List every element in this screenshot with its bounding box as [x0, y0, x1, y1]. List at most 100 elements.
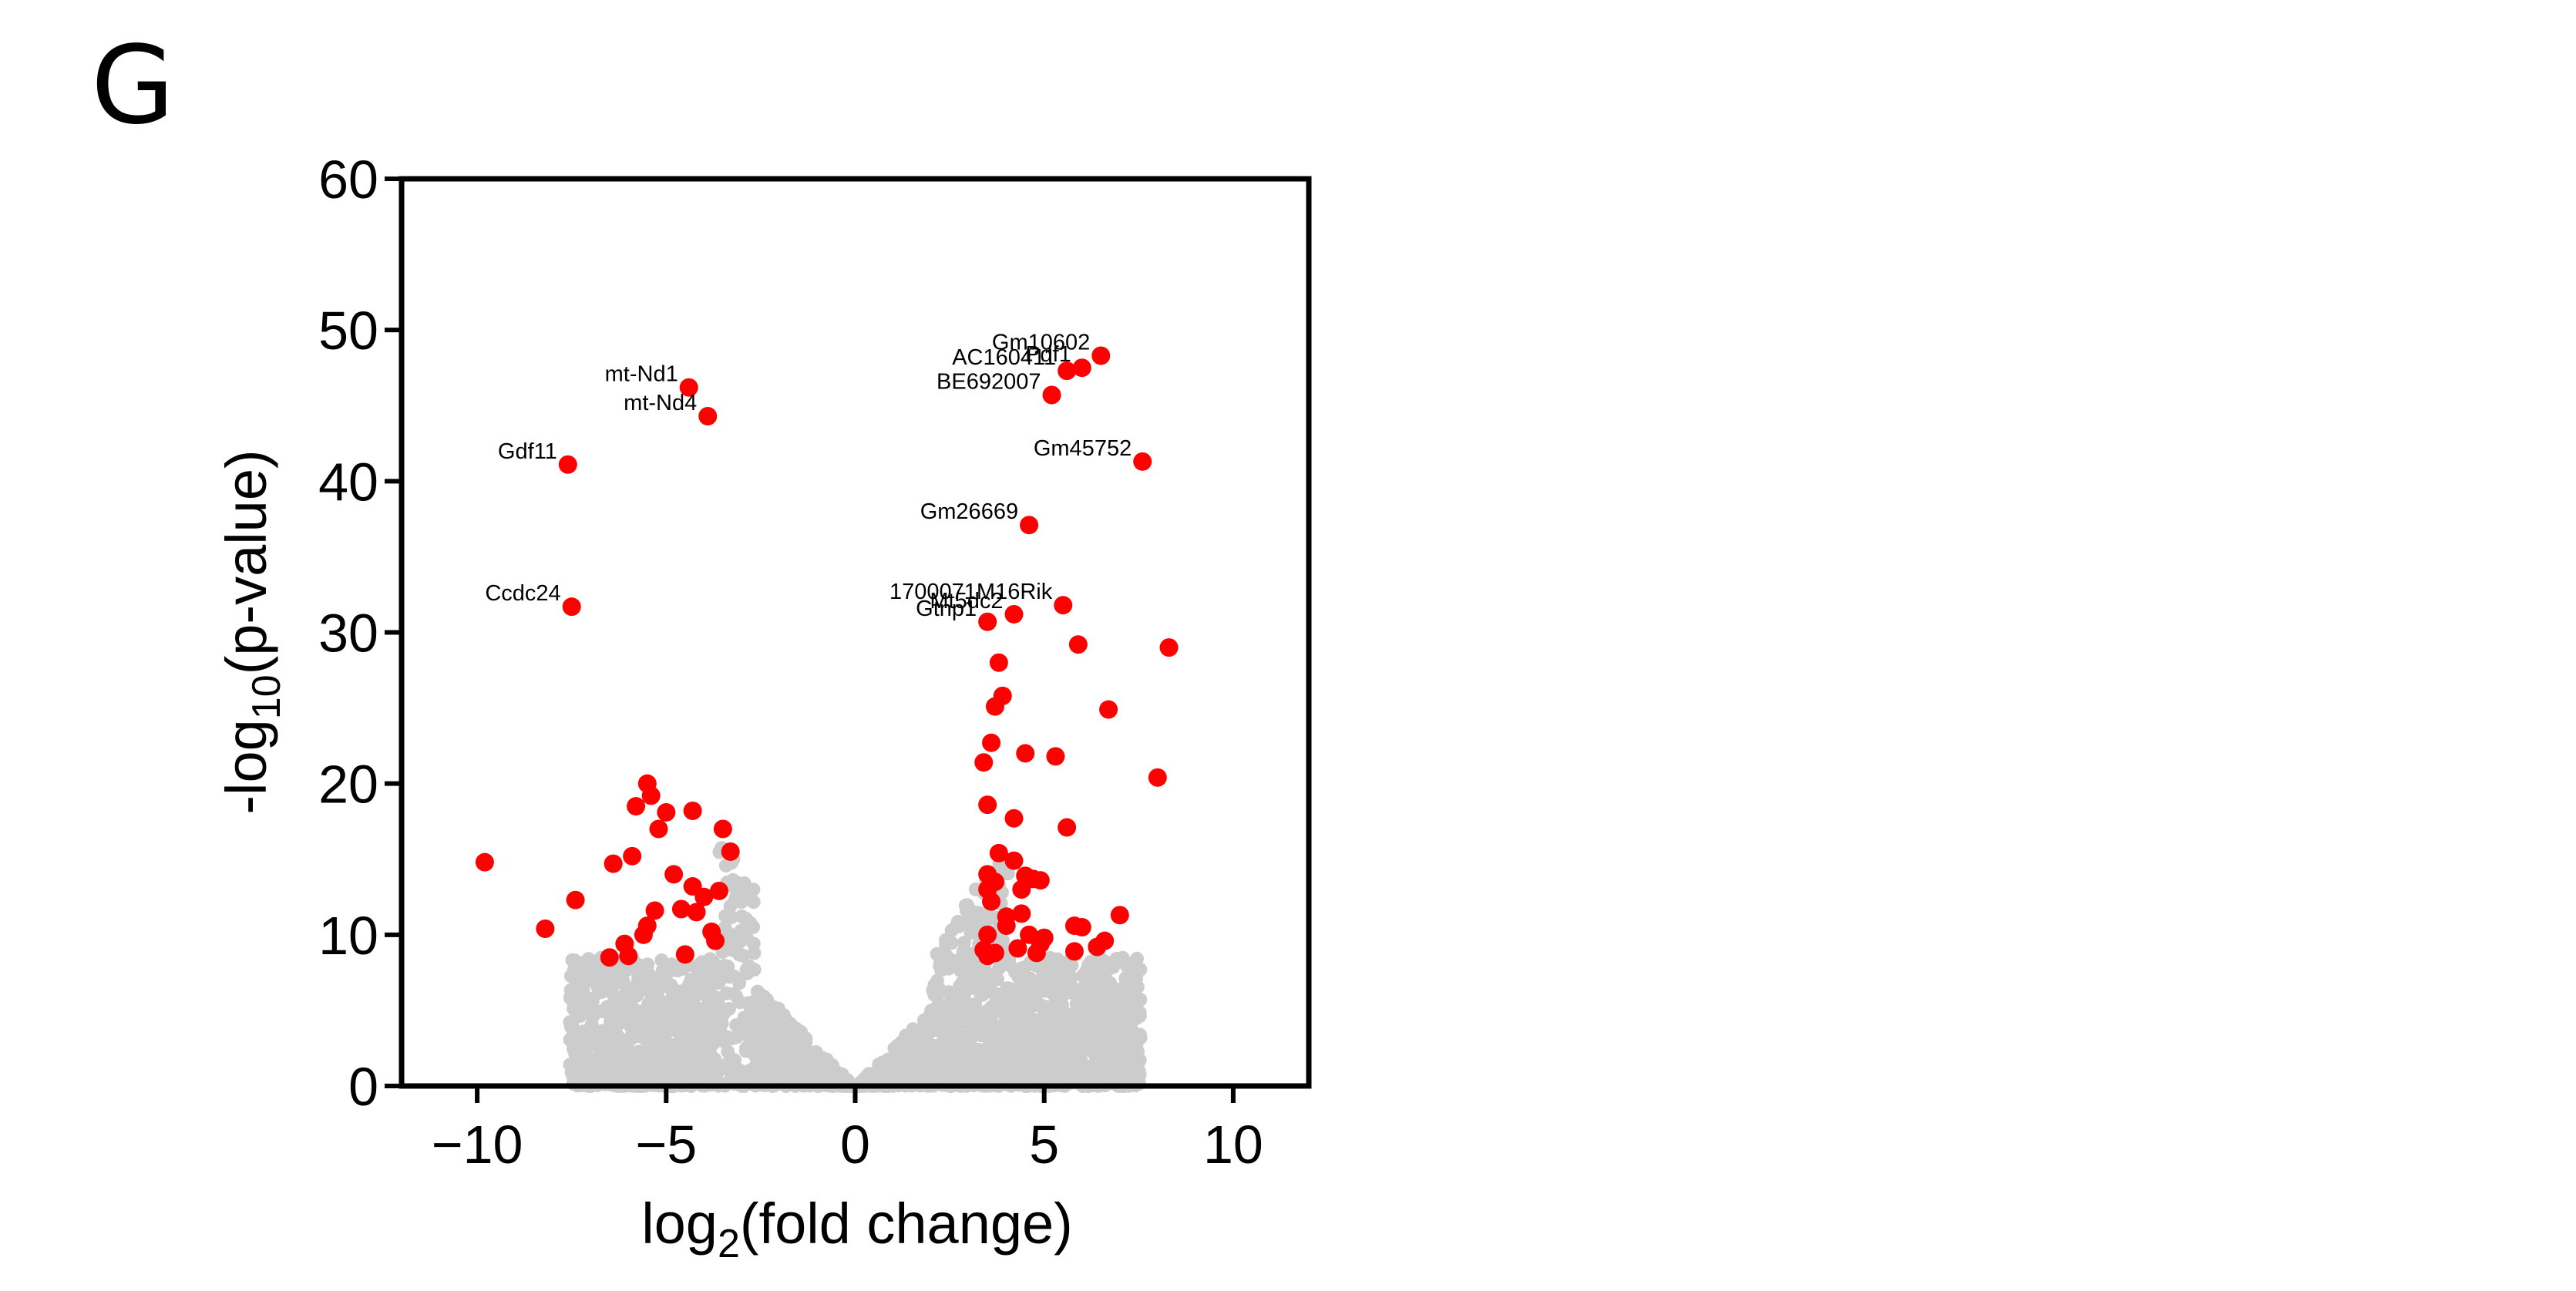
gene-labels: mt-Nd1 mt-Nd4 Gdf11 Ccdc24 Gm10602Pdf1AC1604…	[485, 331, 1132, 621]
significant-point	[679, 378, 698, 397]
significant-point	[649, 819, 668, 839]
significant-point	[1016, 744, 1035, 763]
significant-point	[657, 802, 676, 822]
gene-label: Gdf11	[498, 439, 557, 464]
x-tick-label: −10	[432, 1114, 523, 1175]
gene-label: Gm26669	[920, 499, 1018, 524]
significant-point	[1072, 918, 1091, 937]
significant-point	[709, 881, 728, 900]
gene-label: 1700071M16Rik	[889, 580, 1053, 604]
significant-point	[645, 901, 664, 920]
significant-point	[1064, 942, 1084, 961]
gene-label: Gm45752	[1034, 436, 1132, 461]
significant-point	[978, 612, 997, 631]
plot-frame	[399, 176, 1312, 1089]
significant-point	[1004, 604, 1024, 624]
significant-point	[664, 865, 684, 884]
gene-label: mt-Nd1	[605, 362, 678, 387]
significant-point	[1095, 931, 1115, 950]
panel-letter: G	[91, 23, 175, 149]
significant-point	[982, 733, 1001, 752]
x-tick-label: 0	[840, 1114, 870, 1175]
y-tick-label: 0	[348, 1057, 378, 1117]
y-tick-label: 50	[318, 301, 378, 361]
x-tick-label: −5	[635, 1114, 697, 1175]
significant-point	[1058, 361, 1077, 381]
gene-label: Mt5dc2	[930, 589, 1003, 614]
gene-label: Pdf1	[1025, 342, 1071, 367]
significant-point	[1004, 851, 1024, 870]
x-axis: −10 −5 0 5 10	[432, 1086, 1263, 1175]
gene-label: BE692007	[937, 370, 1041, 395]
significant-point	[713, 819, 732, 839]
gene-label: Ccdc24	[485, 581, 560, 606]
significant-point	[1008, 939, 1027, 958]
significant-point	[1020, 516, 1039, 535]
y-tick-label: 30	[318, 603, 378, 664]
x-tick-label: 10	[1203, 1114, 1263, 1175]
significant-point	[1148, 768, 1167, 787]
significant-point	[1046, 747, 1065, 766]
significant-point	[637, 916, 657, 936]
significant-point	[997, 916, 1016, 936]
significant-point	[604, 854, 623, 873]
significant-point	[1133, 452, 1152, 471]
significant-point	[1159, 638, 1179, 657]
x-tick-label: 5	[1029, 1114, 1059, 1175]
significant-point	[721, 842, 740, 861]
significant-point	[558, 455, 577, 474]
significant-point	[1099, 700, 1118, 719]
y-axis: 0 10 20 30 40 50 60	[318, 150, 402, 1117]
significant-point	[978, 795, 997, 815]
significant-point	[978, 925, 997, 944]
significant-point	[1068, 635, 1088, 654]
significant-point	[641, 786, 661, 805]
x-axis-title: log2(fold change)	[641, 1192, 1073, 1266]
y-tick-label: 60	[318, 150, 378, 210]
significant-point	[675, 945, 694, 964]
y-tick-label: 40	[318, 452, 378, 512]
gene-label: AC160411	[952, 345, 1056, 370]
significant-point	[687, 903, 706, 922]
non-significant-points	[563, 841, 1148, 1093]
significant-point	[627, 797, 646, 816]
y-axis-title: -log10(p-value)	[214, 449, 289, 814]
significant-point	[683, 801, 702, 820]
gene-label: Gtnp1	[916, 597, 977, 621]
significant-point	[974, 753, 994, 772]
significant-point	[566, 890, 585, 909]
significant-point	[1110, 906, 1129, 925]
significant-point	[989, 653, 1008, 672]
significant-point	[993, 686, 1012, 705]
significant-point	[623, 846, 642, 866]
gene-label: mt-Nd4	[624, 391, 697, 415]
significant-point	[982, 892, 1001, 911]
significant-point	[1034, 928, 1054, 947]
significant-point	[1058, 818, 1077, 837]
significant-point	[1054, 596, 1073, 615]
significant-point	[1012, 904, 1031, 923]
significant-point	[562, 597, 581, 617]
gene-label: Gm10602	[992, 331, 1090, 355]
significant-point	[694, 887, 714, 906]
significant-point	[706, 931, 725, 950]
significant-point	[1072, 358, 1091, 378]
significant-point	[1042, 385, 1061, 405]
significant-point	[985, 872, 1004, 892]
significant-point	[1031, 871, 1050, 890]
significant-point	[475, 852, 494, 872]
significant-point	[600, 948, 619, 967]
y-tick-label: 10	[318, 906, 378, 966]
significant-point	[1004, 809, 1024, 828]
y-tick-label: 20	[318, 755, 378, 815]
significant-point	[536, 919, 555, 938]
significant-point	[985, 943, 1004, 963]
significant-points	[475, 346, 1179, 967]
background-point-cloud	[563, 841, 1148, 1093]
significant-point	[619, 946, 638, 966]
significant-point	[989, 843, 1008, 862]
significant-point	[698, 406, 718, 425]
significant-point	[1091, 346, 1111, 365]
significant-point	[671, 899, 691, 919]
